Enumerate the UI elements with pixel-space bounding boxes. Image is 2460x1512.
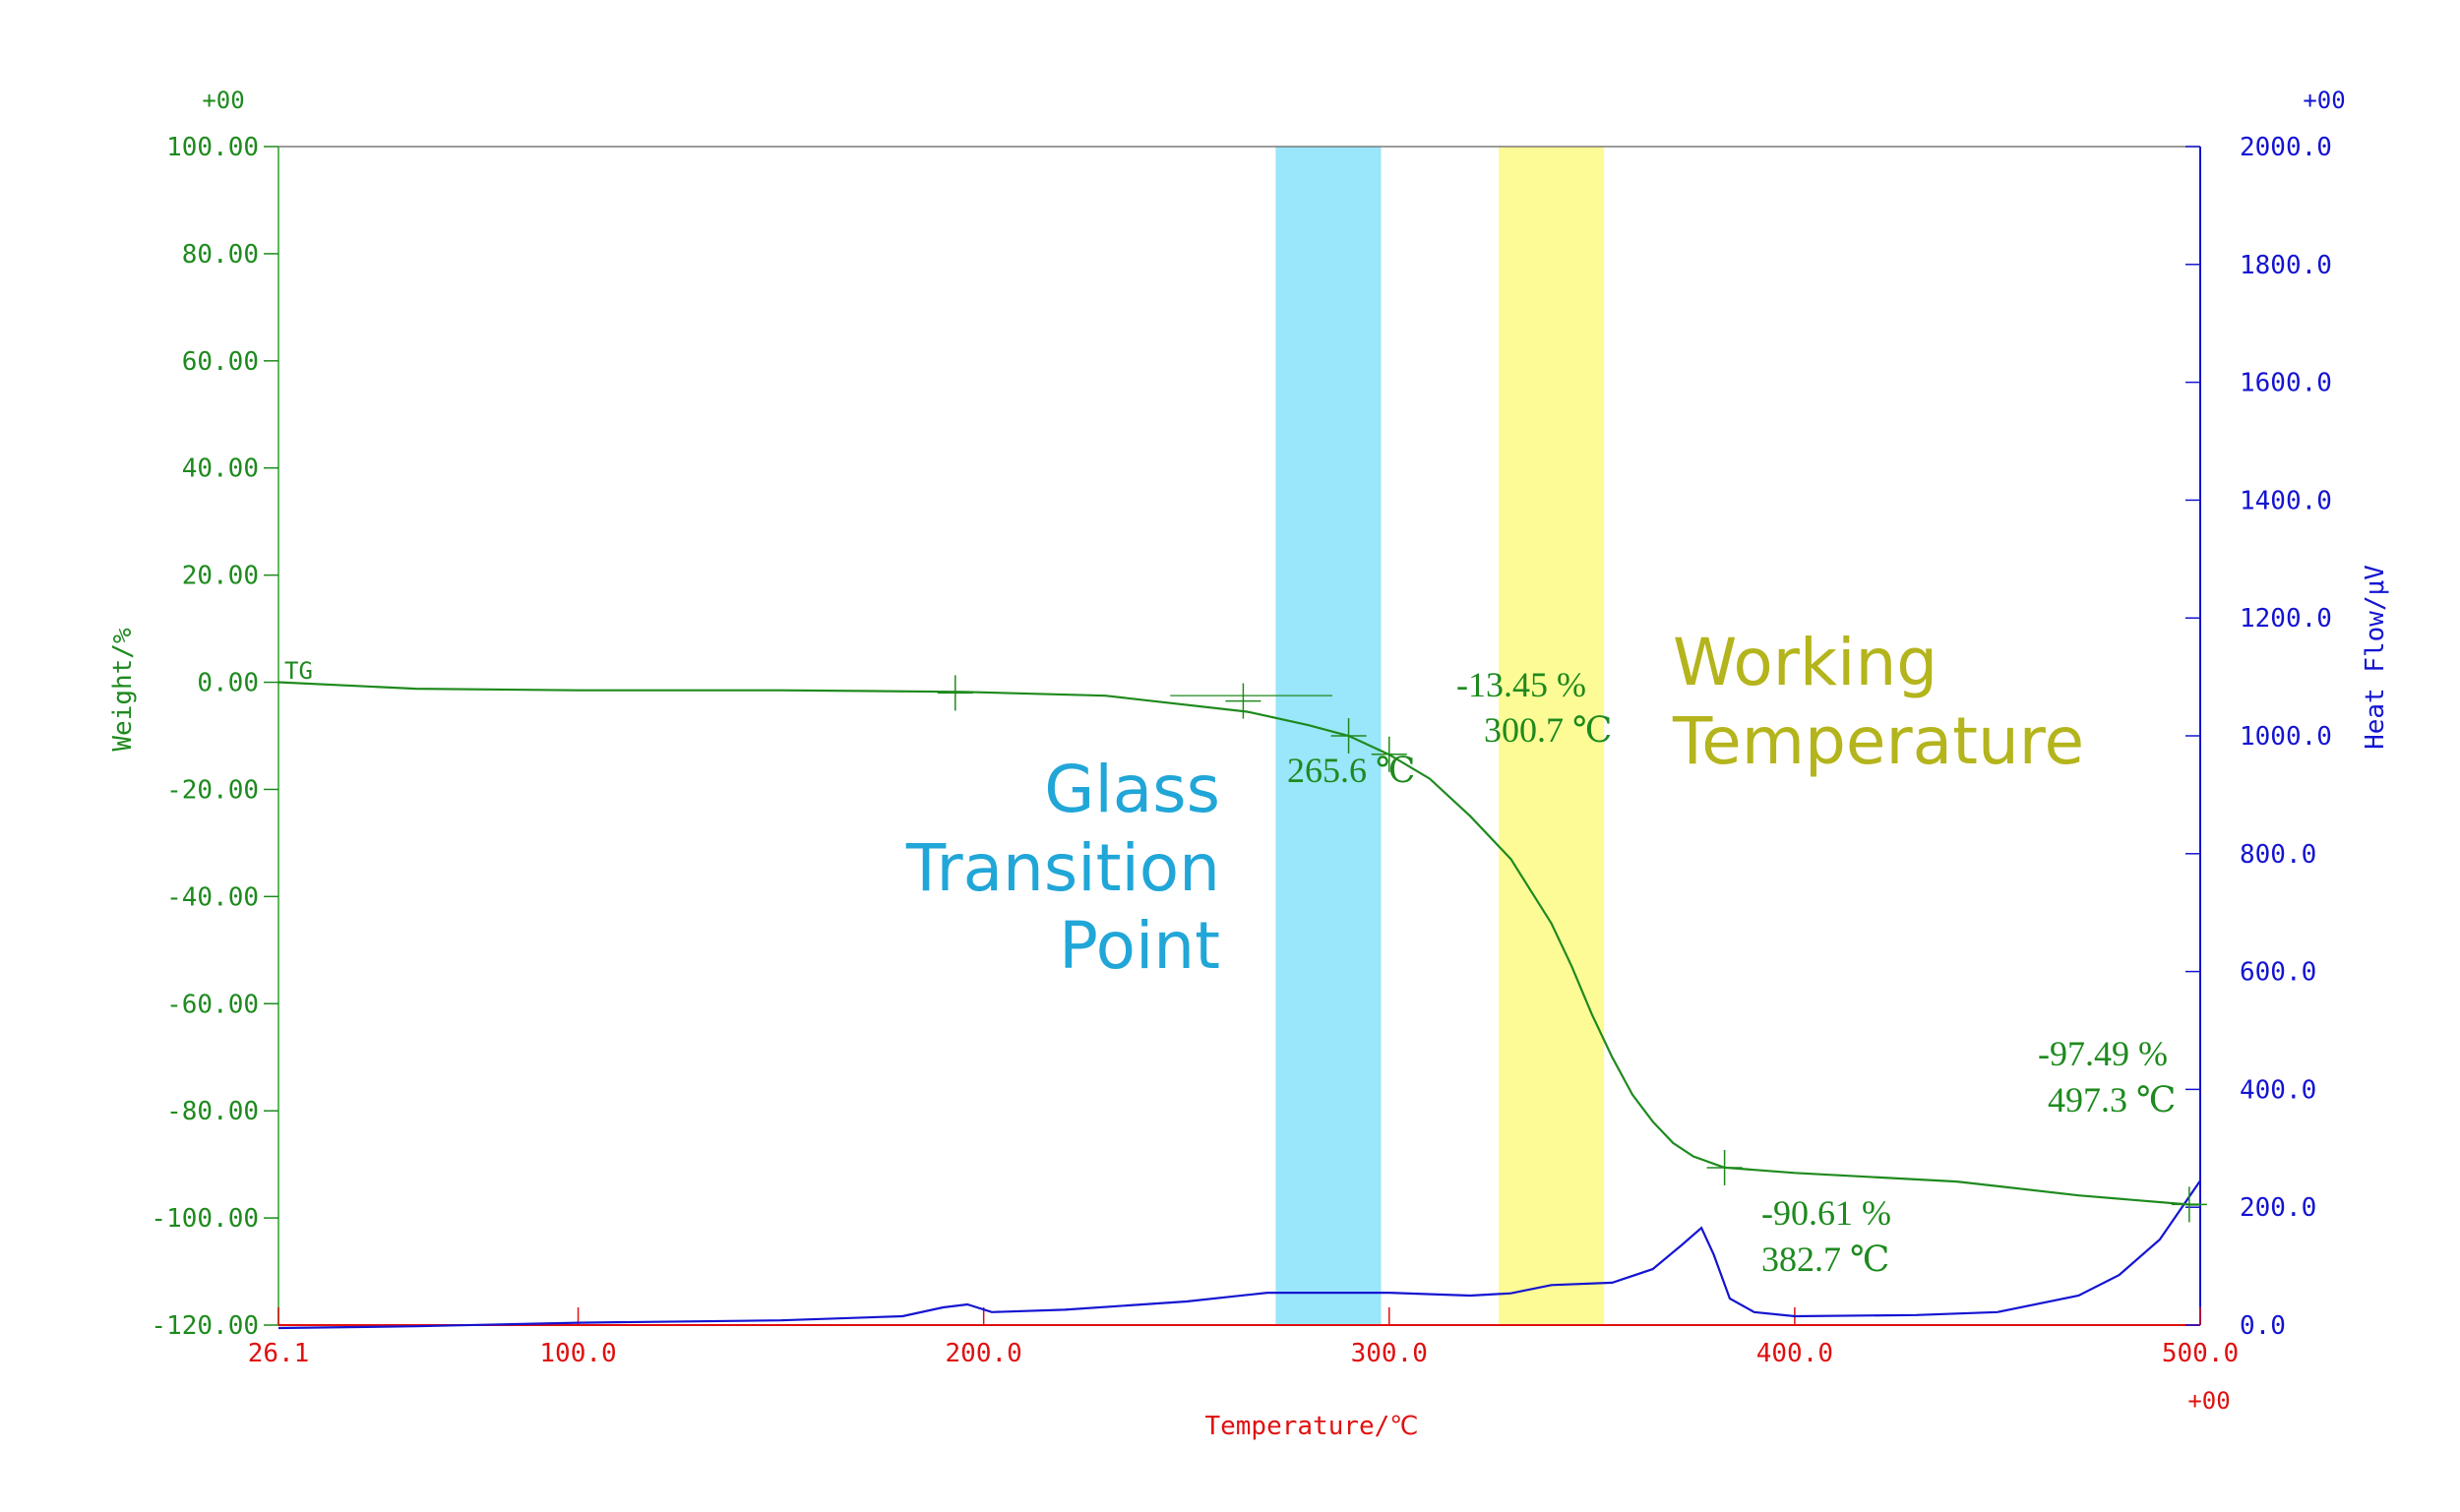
right-tick-label: 800.0 [2240, 840, 2316, 870]
tg-marker-cross [1706, 1149, 1743, 1185]
tg-marker-cross [1371, 736, 1407, 772]
tg-marker-cross [2171, 1186, 2207, 1223]
left-tick-label: -60.00 [166, 990, 259, 1019]
bottom-tick-label: 500.0 [2162, 1339, 2239, 1368]
left-tick-label: -100.00 [151, 1204, 259, 1234]
right-tick-label: 1600.0 [2240, 369, 2332, 398]
bottom-axis-ticks: 26.1 100.0 200.0 300.0 400.0 500.0 [248, 1307, 2239, 1368]
right-tick-label: 2000.0 [2240, 133, 2332, 162]
bottom-tick-label: 400.0 [1756, 1339, 1833, 1368]
bottom-axis-exponent: +00 [2187, 1387, 2230, 1415]
annotation-497-3: 497.3 ℃ [2048, 1080, 2176, 1119]
tg-marker-cross [1330, 718, 1367, 754]
left-tick-label: 60.00 [182, 347, 259, 377]
annotation-265-6: 265.6 ℃ [1287, 751, 1415, 790]
bottom-tick-label: 26.1 [248, 1339, 310, 1368]
tg-annotations: 265.6 ℃ -13.45 % 300.7 ℃ -90.61 % 382.7 … [1287, 665, 2176, 1279]
left-axis-ticks: 100.00 80.00 60.00 40.00 20.00 0.00 -20.00 -40.… [151, 133, 278, 1341]
y-left-axis-title: Weight/% [108, 628, 138, 752]
right-tick-label: 400.0 [2240, 1075, 2316, 1105]
right-tick-label: 0.0 [2240, 1311, 2286, 1341]
left-tick-label: 40.00 [182, 454, 259, 484]
bottom-tick-label: 300.0 [1351, 1339, 1428, 1368]
tg-series-tag: TG [284, 657, 313, 685]
glass-transition-label: Glass Transition Point [905, 752, 1220, 984]
annotation-90-61-pct: -90.61 % [1761, 1193, 1891, 1233]
glass-label-line-1: Glass [1044, 752, 1220, 827]
dta-series-line [277, 1179, 2201, 1330]
tg-series-line [277, 681, 2200, 1206]
right-tick-label: 600.0 [2240, 958, 2316, 988]
right-axis-ticks: 2000.0 1800.0 1600.0 1400.0 1200.0 1000.0 800.… [2185, 133, 2332, 1341]
tg-markers [937, 675, 2207, 1223]
left-tick-label: 0.00 [197, 669, 259, 698]
left-tick-label: 20.00 [182, 562, 259, 591]
x-axis-title: Temperature/℃ [1204, 1412, 1418, 1441]
annotation-382-7: 382.7 ℃ [1761, 1240, 1889, 1279]
working-temperature-label: Working Temperature [1672, 625, 2084, 779]
right-tick-label: 1400.0 [2240, 486, 2332, 515]
working-label-line-1: Working [1673, 625, 1937, 700]
annotation-13-45-pct: -13.45 % [1456, 665, 1586, 704]
bottom-tick-label: 200.0 [946, 1339, 1022, 1368]
y-right-axis-title: Heat Flow/μV [2361, 565, 2390, 750]
left-tick-label: -120.00 [151, 1311, 259, 1341]
left-tick-label: -40.00 [166, 882, 259, 912]
left-tick-label: 80.00 [182, 240, 259, 270]
bottom-tick-label: 100.0 [539, 1339, 616, 1368]
annotation-300-7: 300.7 ℃ [1484, 710, 1612, 750]
right-tick-label: 1000.0 [2240, 722, 2332, 752]
annotation-97-49-pct: -97.49 % [2038, 1034, 2168, 1073]
left-tick-label: -80.00 [166, 1097, 259, 1126]
glass-label-line-3: Point [1059, 908, 1220, 984]
left-tick-label: 100.00 [166, 133, 259, 162]
left-axis-exponent: +00 [202, 87, 244, 114]
right-tick-label: 1200.0 [2240, 604, 2332, 634]
tg-marker-cross [937, 675, 973, 711]
glass-label-line-2: Transition [905, 830, 1220, 906]
working-temperature-band [1499, 147, 1605, 1325]
tg-marker-cross [1225, 683, 1261, 719]
right-tick-label: 1800.0 [2240, 251, 2332, 280]
left-tick-label: -20.00 [166, 775, 259, 805]
right-tick-label: 200.0 [2240, 1193, 2316, 1223]
working-label-line-2: Temperature [1672, 703, 2084, 779]
right-axis-exponent: +00 [2303, 87, 2345, 114]
